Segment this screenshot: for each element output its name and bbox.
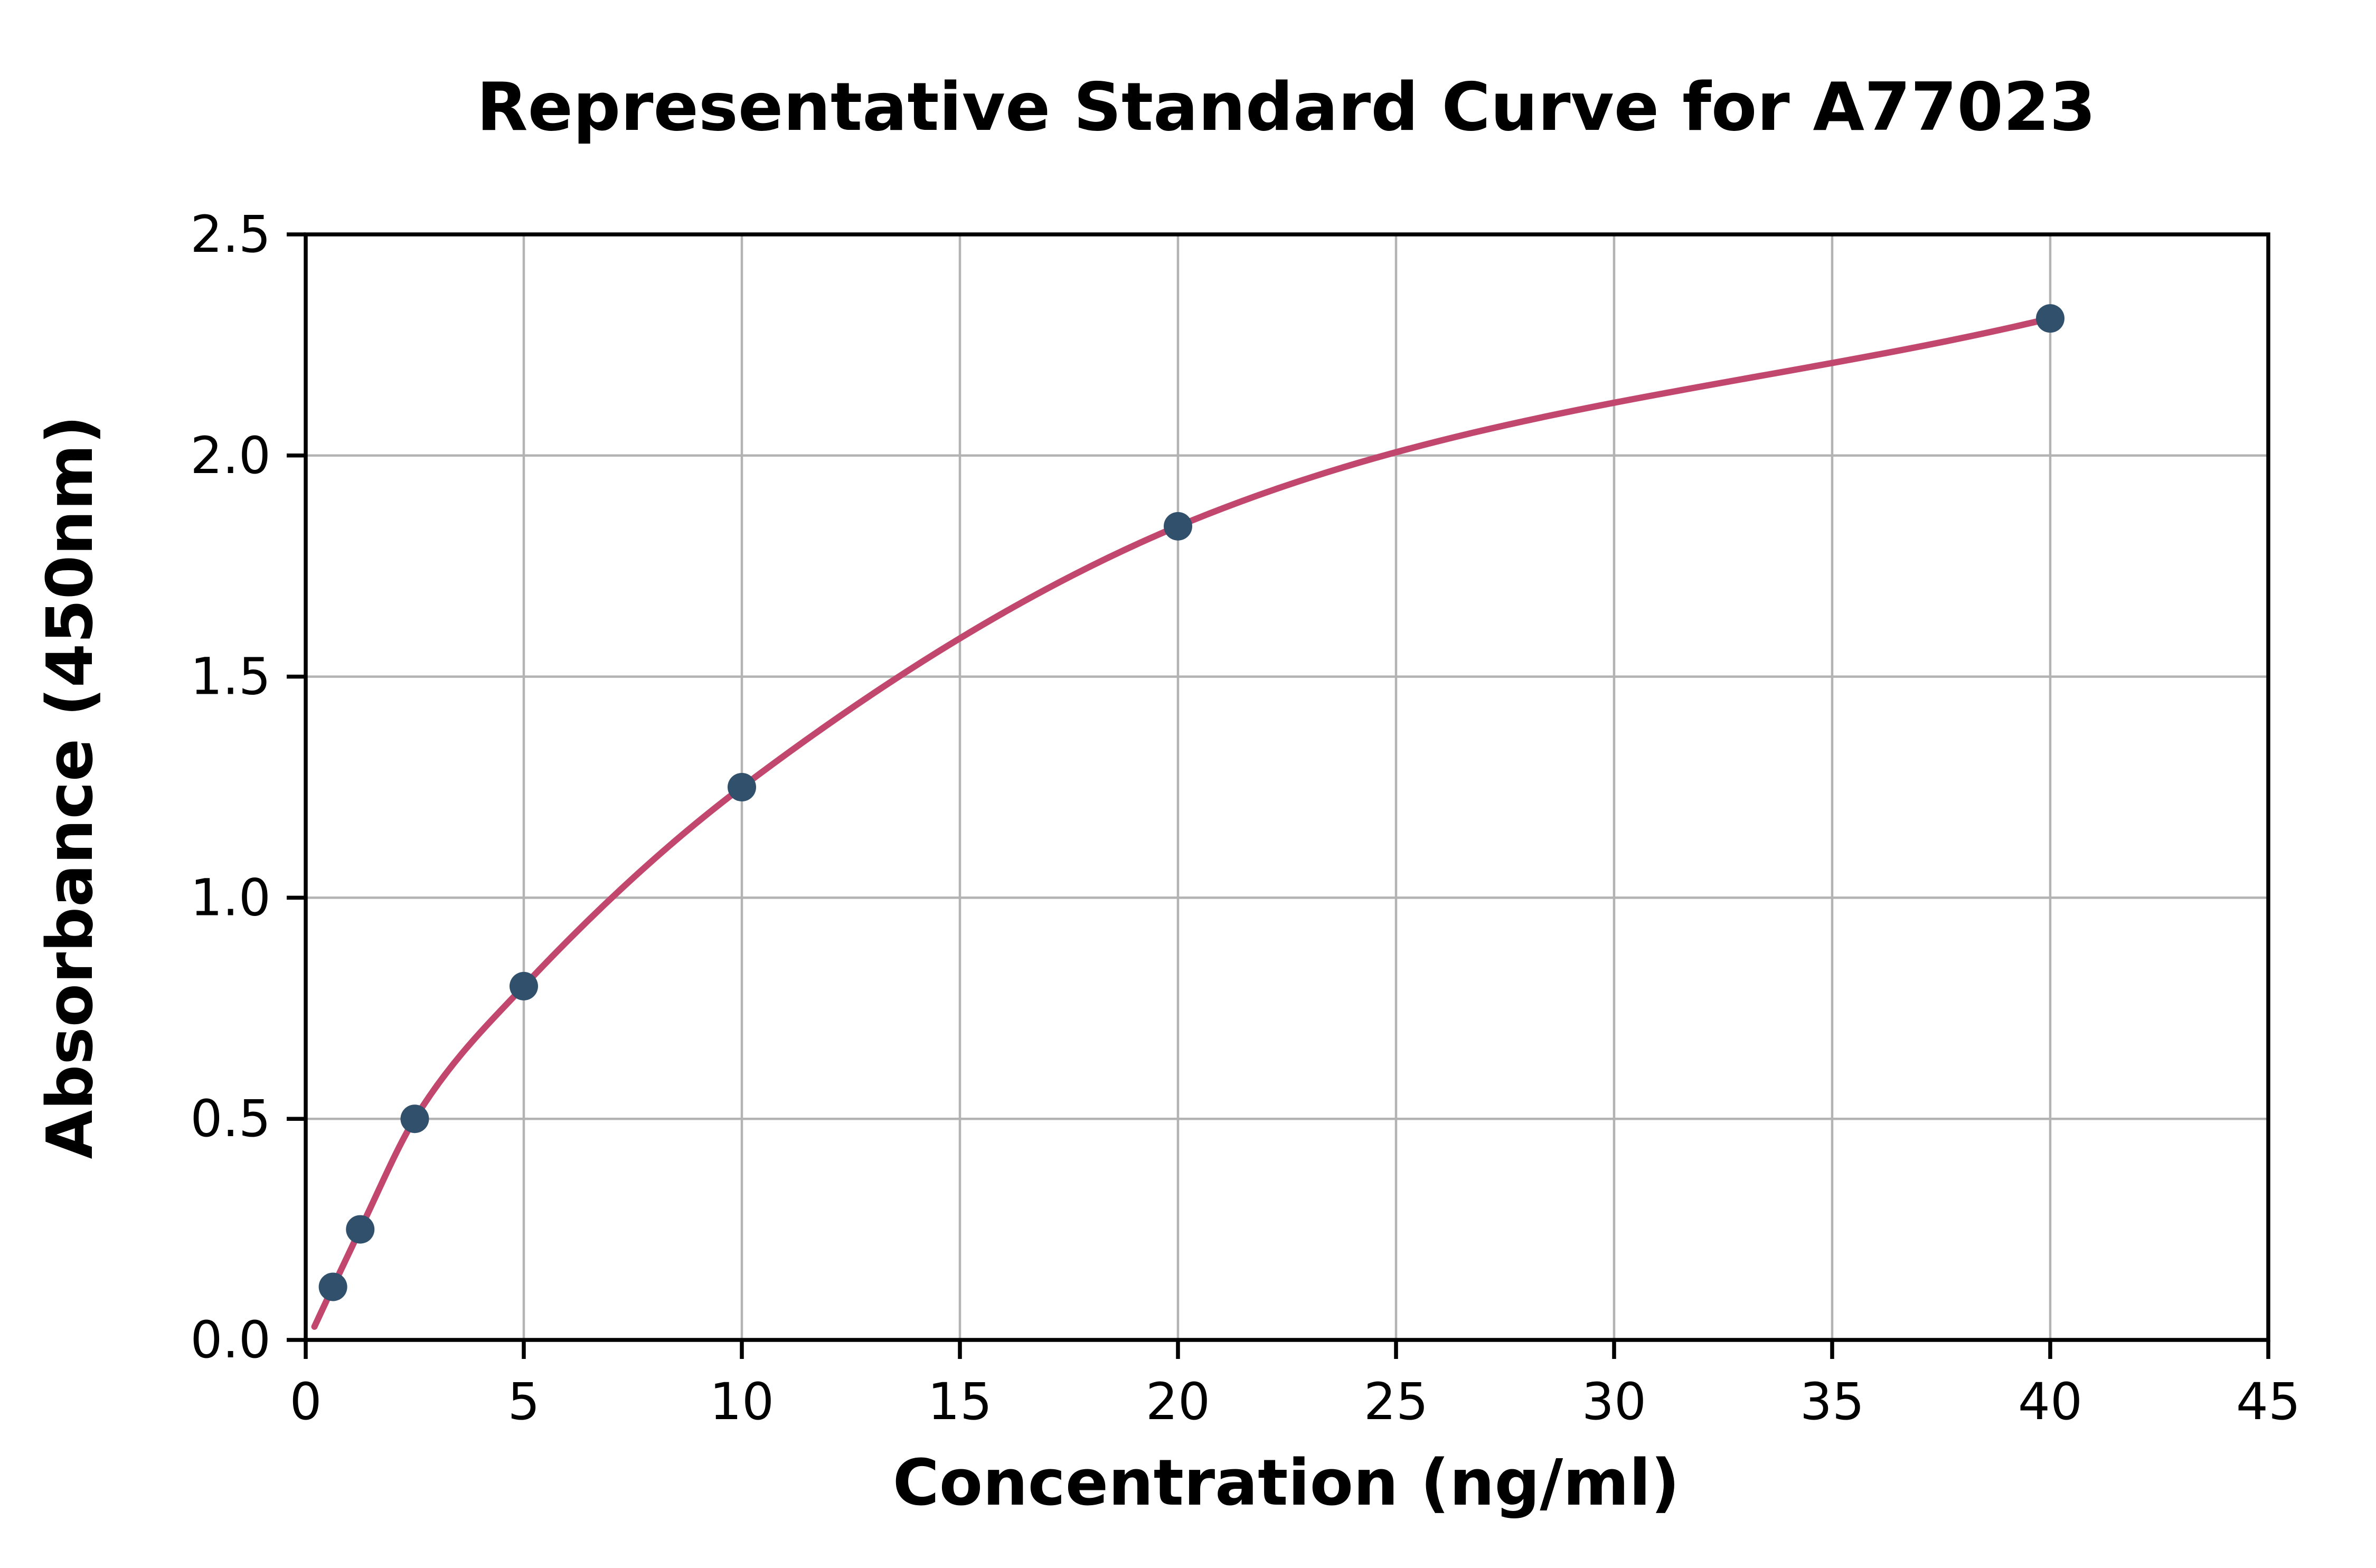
data-point	[318, 1272, 347, 1301]
x-tick-label: 25	[1364, 1372, 1428, 1431]
data-point	[1164, 512, 1192, 541]
y-tick-label: 0.5	[190, 1089, 271, 1148]
x-tick-label: 10	[710, 1372, 774, 1431]
y-tick-label: 2.5	[190, 205, 271, 264]
x-tick-label: 0	[289, 1372, 322, 1431]
data-series	[311, 304, 2064, 1330]
y-tick-label: 1.0	[190, 868, 271, 927]
axes	[304, 232, 2270, 1342]
tick-marks-and-labels: 0 5 10 15 20 25 30 35 40 45 0.0 0.5 1.0 1.5 2.0 2.5	[190, 205, 2300, 1431]
x-tick-label: 40	[2018, 1372, 2082, 1431]
grid-lines	[304, 233, 2270, 1342]
x-tick-label: 15	[928, 1372, 992, 1431]
data-point	[346, 1215, 375, 1244]
x-tick-label: 35	[1800, 1372, 1864, 1431]
y-tick-label: 1.5	[190, 647, 271, 706]
data-point	[400, 1104, 429, 1134]
data-point	[728, 773, 756, 801]
x-axis-label: Concentration (ng/ml)	[893, 1447, 1680, 1520]
y-tick-label: 2.0	[190, 426, 271, 485]
fitted-curve	[311, 315, 2053, 1330]
y-axis-label: Absorbance (450nm)	[34, 415, 107, 1159]
x-tick-label: 20	[1146, 1372, 1210, 1431]
x-tick-label: 30	[1582, 1372, 1646, 1431]
x-tick-label: 5	[507, 1372, 540, 1431]
x-tick-label: 45	[2236, 1372, 2300, 1431]
y-tick-label: 0.0	[190, 1310, 271, 1369]
data-point	[2036, 304, 2064, 333]
data-point	[510, 971, 538, 1000]
chart-title: Representative Standard Curve for A77023	[477, 68, 2096, 146]
plot-border	[304, 232, 2270, 1342]
